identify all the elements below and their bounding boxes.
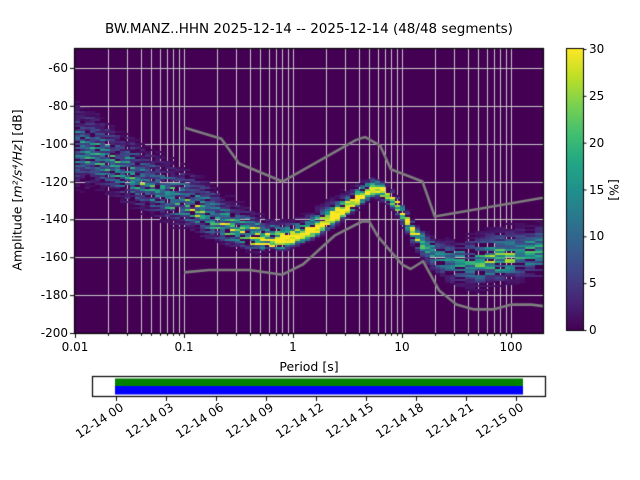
- colorbar-tick-label: 5: [589, 276, 597, 291]
- colorbar-tick-label: 15: [589, 182, 605, 197]
- y-axis-label-suffix: ] [dB]: [9, 109, 25, 145]
- x-tick-label: 10: [394, 340, 410, 354]
- y-tick-label: -160: [40, 250, 68, 265]
- x-tick-label: 0.01: [61, 340, 89, 354]
- y-axis-label-units: m²/s⁴/Hz: [9, 144, 25, 198]
- y-tick-label: -180: [40, 288, 68, 303]
- colorbar-label: [%]: [606, 179, 622, 201]
- y-axis-label-prefix: Amplitude [: [9, 197, 25, 271]
- y-tick-label: -120: [40, 174, 68, 189]
- y-tick-label: -200: [40, 326, 68, 340]
- plot-title: BW.MANZ..HHN 2025-12-14 -- 2025-12-14 (4…: [105, 21, 513, 37]
- colorbar-tick-label: 25: [589, 88, 605, 103]
- colorbar-tick-label: 30: [589, 42, 605, 56]
- colorbar-tick-label: 10: [589, 229, 605, 244]
- y-tick-label: -80: [48, 98, 68, 113]
- x-tick-label: 1: [289, 340, 297, 354]
- x-tick-label: 0.1: [174, 340, 194, 354]
- colorbar-tick-label: 20: [589, 135, 605, 150]
- y-axis-label: Amplitude [m²/s⁴/Hz] [dB]: [10, 109, 25, 270]
- y-tick-label: -140: [40, 212, 68, 227]
- y-tick-label: -60: [48, 60, 68, 75]
- y-tick-label: -100: [40, 136, 68, 151]
- colorbar-tick-label: 0: [589, 323, 597, 337]
- x-axis-label: Period [s]: [279, 359, 339, 374]
- x-tick-label: 100: [499, 340, 523, 354]
